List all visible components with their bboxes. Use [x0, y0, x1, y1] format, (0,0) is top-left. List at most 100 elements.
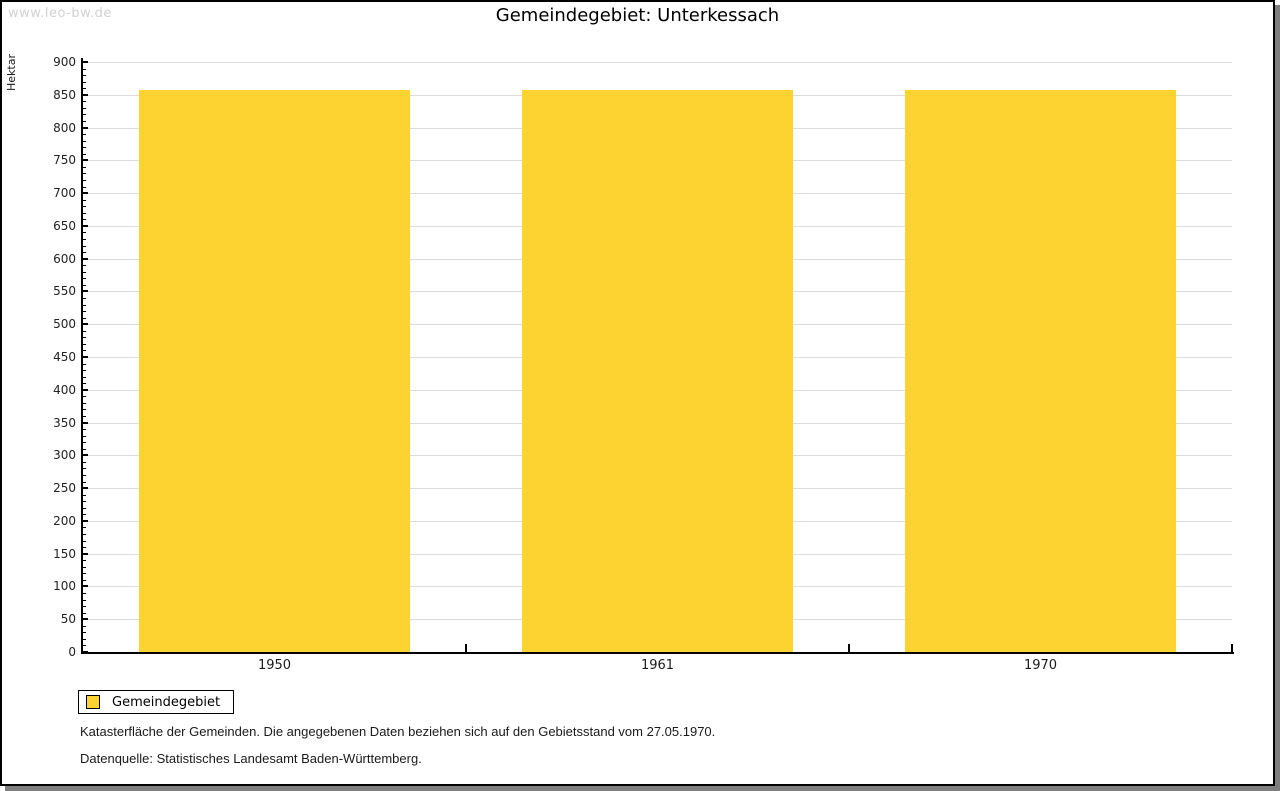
y-minor-tick — [83, 435, 86, 437]
chart-title: Gemeindegebiet: Unterkessach — [495, 5, 780, 26]
y-minor-tick — [83, 317, 86, 319]
y-major-tick — [83, 388, 88, 391]
y-minor-tick — [83, 540, 86, 542]
y-minor-tick — [83, 75, 86, 77]
y-tick-label: 250 — [53, 481, 76, 496]
y-minor-tick — [83, 383, 86, 385]
y-minor-tick — [83, 232, 86, 234]
y-minor-tick — [83, 560, 86, 562]
y-minor-tick — [83, 140, 86, 142]
y-minor-tick — [83, 468, 86, 470]
y-major-tick — [83, 159, 88, 162]
y-minor-tick — [83, 612, 86, 614]
y-tick-label: 750 — [53, 153, 76, 168]
y-major-tick — [83, 651, 88, 653]
y-major-tick — [83, 290, 88, 293]
bar-1970 — [905, 89, 1176, 652]
y-minor-tick — [83, 409, 86, 411]
y-minor-tick — [83, 271, 86, 273]
y-axis-line — [81, 58, 83, 654]
y-major-tick — [83, 618, 88, 621]
y-minor-tick — [83, 88, 86, 90]
x-tick-label: 1970 — [1023, 658, 1058, 673]
y-minor-tick — [83, 107, 86, 109]
y-major-tick — [83, 454, 88, 457]
y-major-tick — [83, 257, 88, 260]
y-tick-label: 450 — [53, 350, 76, 364]
y-minor-tick — [83, 429, 86, 431]
y-minor-tick — [83, 180, 86, 181]
y-major-tick — [83, 519, 88, 522]
watermark: www.leo-bw.de — [8, 6, 112, 21]
y-tick-label: 550 — [53, 284, 76, 299]
legend-swatch — [86, 695, 100, 709]
y-tick-label: 100 — [53, 579, 76, 594]
x-boundary-tick — [465, 644, 467, 652]
x-axis-line — [81, 652, 1234, 654]
y-major-tick — [83, 61, 88, 63]
bar-1961 — [522, 89, 793, 652]
legend-label: Gemeindegebiet — [112, 694, 221, 710]
y-minor-tick — [83, 298, 86, 299]
y-minor-tick — [83, 311, 86, 313]
y-tick-label: 400 — [53, 382, 76, 397]
y-minor-tick — [83, 475, 86, 476]
y-minor-tick — [83, 252, 86, 254]
y-minor-tick — [83, 239, 86, 240]
y-minor-tick — [83, 599, 86, 601]
y-minor-tick — [83, 632, 86, 634]
y-minor-tick — [83, 166, 86, 168]
y-minor-tick — [83, 147, 86, 149]
y-minor-tick — [83, 448, 86, 450]
y-major-tick — [83, 323, 88, 326]
y-minor-tick — [83, 638, 86, 640]
y-axis-title: Hektar — [5, 54, 18, 91]
y-minor-tick — [83, 566, 86, 568]
y-minor-tick — [83, 507, 86, 509]
y-tick-label: 200 — [53, 513, 76, 528]
footnote-data-source: Datenquelle: Statistisches Landesamt Bad… — [80, 751, 422, 766]
x-boundary-tick — [848, 644, 850, 652]
y-minor-tick — [83, 350, 86, 352]
y-tick-label: 600 — [53, 251, 76, 266]
y-minor-tick — [83, 579, 86, 581]
y-minor-tick — [83, 481, 86, 483]
y-minor-tick — [83, 153, 86, 155]
y-minor-tick — [83, 547, 86, 549]
y-minor-tick — [83, 442, 86, 444]
y-minor-tick — [83, 121, 86, 122]
y-minor-tick — [83, 265, 86, 267]
y-minor-tick — [83, 461, 86, 463]
y-minor-tick — [83, 245, 86, 247]
footnote-source-note: Katasterfläche der Gemeinden. Die angege… — [80, 724, 716, 739]
y-tick-label: 850 — [53, 87, 76, 102]
y-tick-label: 350 — [53, 415, 76, 430]
y-minor-tick — [83, 134, 86, 136]
y-tick-label: 0 — [68, 645, 76, 659]
y-minor-tick — [83, 416, 86, 417]
y-minor-tick — [83, 376, 86, 378]
y-major-tick — [83, 487, 88, 490]
y-minor-tick — [83, 343, 86, 345]
y-minor-tick — [83, 68, 86, 70]
y-major-tick — [83, 421, 88, 424]
y-minor-tick — [83, 212, 86, 214]
y-minor-tick — [83, 173, 86, 175]
y-tick-label: 800 — [53, 120, 76, 135]
y-tick-label: 500 — [53, 317, 76, 332]
y-tick-label: 650 — [53, 218, 76, 233]
y-minor-tick — [83, 396, 86, 398]
y-minor-tick — [83, 337, 86, 339]
y-minor-tick — [83, 101, 86, 103]
y-minor-tick — [83, 645, 86, 647]
y-minor-tick — [83, 593, 86, 594]
y-minor-tick — [83, 330, 86, 332]
plot-area — [83, 61, 1233, 653]
y-tick-label: 300 — [53, 448, 76, 463]
y-minor-tick — [83, 284, 86, 286]
y-minor-tick — [83, 501, 86, 503]
y-tick-label: 150 — [53, 546, 76, 561]
y-minor-tick — [83, 219, 86, 221]
y-major-tick — [83, 126, 88, 129]
y-minor-tick — [83, 114, 86, 116]
